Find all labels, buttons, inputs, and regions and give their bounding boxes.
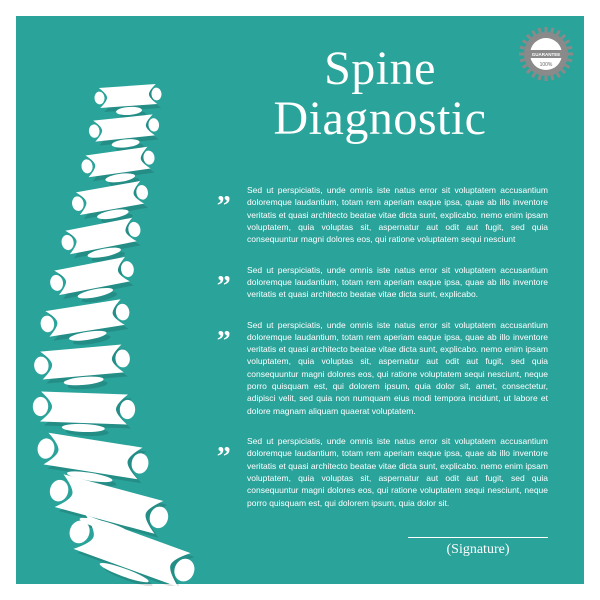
body-text-area: „Sed ut perspiciatis, unde omnis iste na…	[221, 184, 548, 527]
quote-mark-icon: „	[217, 429, 231, 457]
infographic-frame: GUARANTEE100% Spine Diagnostic „Sed ut p…	[16, 16, 584, 584]
paragraph-text: Sed ut perspiciatis, unde omnis iste nat…	[247, 185, 548, 244]
spine-icon	[6, 66, 226, 586]
signature-label: (Signature)	[408, 542, 548, 558]
paragraph-text: Sed ut perspiciatis, unde omnis iste nat…	[247, 320, 548, 416]
quote-mark-icon: „	[217, 258, 231, 286]
title-line-1: Spine	[324, 42, 436, 95]
title-line-2: Diagnostic	[274, 92, 487, 145]
paragraph-text: Sed ut perspiciatis, unde omnis iste nat…	[247, 436, 548, 508]
signature-block: (Signature)	[408, 537, 548, 558]
body-paragraph: „Sed ut perspiciatis, unde omnis iste na…	[221, 319, 548, 418]
paragraph-text: Sed ut perspiciatis, unde omnis iste nat…	[247, 265, 548, 300]
main-title: Spine Diagnostic	[206, 44, 554, 145]
body-paragraph: „Sed ut perspiciatis, unde omnis iste na…	[221, 184, 548, 246]
quote-mark-icon: „	[217, 313, 231, 341]
body-paragraph: „Sed ut perspiciatis, unde omnis iste na…	[221, 264, 548, 301]
quote-mark-icon: „	[217, 178, 231, 206]
body-paragraph: „Sed ut perspiciatis, unde omnis iste na…	[221, 435, 548, 509]
signature-line	[408, 537, 548, 538]
